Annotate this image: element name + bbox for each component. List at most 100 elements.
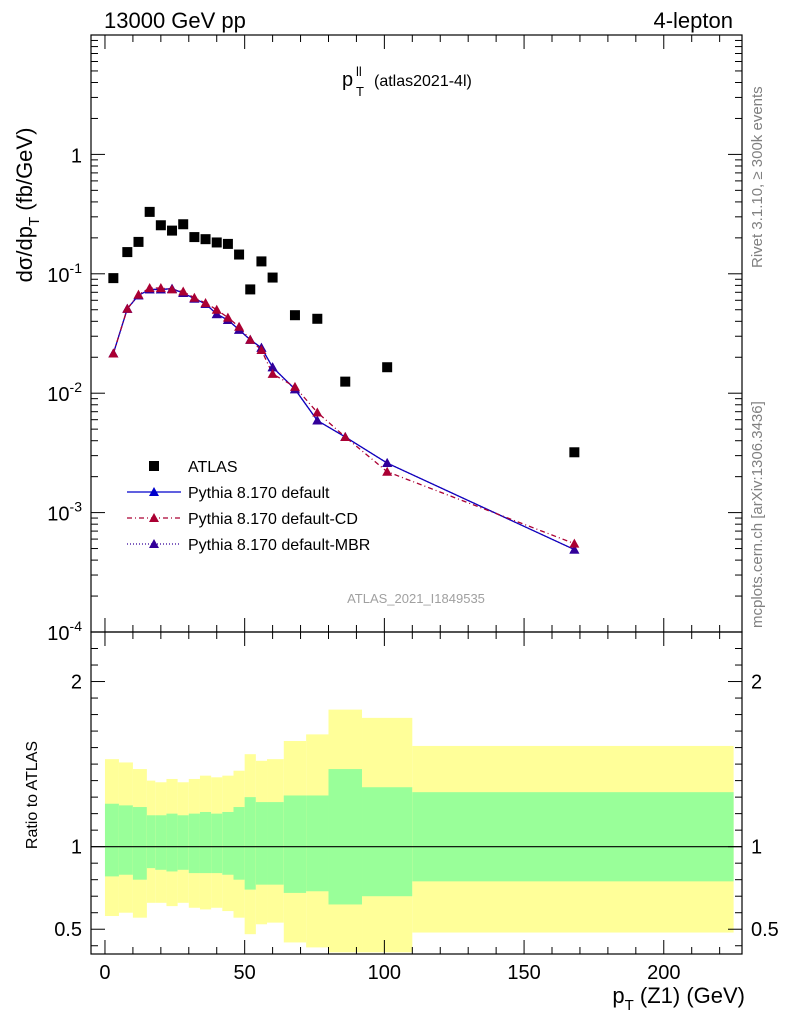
series-2-marker-9 <box>211 304 222 314</box>
ratio-ytick-label: 1 <box>71 837 82 859</box>
axis-ticks: 10-4 10-3 10-2 10-1 1 0 50 100 150 200 0.5 0.5 1 1 2 2 <box>47 35 779 984</box>
svg-text:pT (Z1) (GeV): pT (Z1) (GeV) <box>612 983 745 1014</box>
legend-item-data: ATLAS <box>149 459 238 476</box>
series-2-marker-7 <box>189 292 200 302</box>
data-point-2 <box>133 236 144 247</box>
series-2-marker-1 <box>122 303 133 313</box>
ratio-ytick-label-right: 2 <box>751 672 762 694</box>
data-point-0 <box>108 273 119 284</box>
legend-item-cd: Pythia 8.170 default-CD <box>127 511 358 528</box>
legend: ATLAS Pythia 8.170 default Pythia 8.170 de… <box>127 459 370 554</box>
legend-marker-cd <box>149 513 159 522</box>
data-point-18 <box>382 362 393 373</box>
xtick-label: 50 <box>234 962 256 984</box>
ratio-band-inner-15 <box>283 795 307 893</box>
ratio-band-inner-17 <box>328 769 363 905</box>
data-point-15 <box>289 310 300 321</box>
series-2-marker-19 <box>569 538 580 548</box>
main-ytick-label: 10-3 <box>47 499 82 526</box>
data-series <box>108 206 580 554</box>
ratio-band-inner-11 <box>233 807 245 880</box>
series-2-marker-17 <box>340 431 351 441</box>
ratio-ytick-label-right: 0.5 <box>751 919 779 941</box>
ratio-band-inner-19 <box>412 792 734 882</box>
legend-marker-default <box>149 487 159 496</box>
series-2-marker-3 <box>144 283 155 293</box>
ratio-band-inner-12 <box>244 797 256 890</box>
legend-item-mbr: Pythia 8.170 default-MBR <box>127 537 370 554</box>
series-2-marker-0 <box>108 348 119 358</box>
ratio-band-inner-7 <box>188 813 200 874</box>
data-point-6 <box>178 219 189 230</box>
ratio-band-inner-0 <box>104 803 119 877</box>
ratio-ytick-label-right: 1 <box>751 837 762 859</box>
ratio-band-inner-2 <box>132 807 147 880</box>
series-2-marker-8 <box>200 297 211 307</box>
xtick-label: 150 <box>507 962 540 984</box>
ratio-band-inner-3 <box>146 815 156 869</box>
header-right-label: 4-lepton <box>653 8 733 33</box>
legend-label-mbr: Pythia 8.170 default-MBR <box>188 537 370 554</box>
ratio-band-inner-6 <box>177 815 189 870</box>
data-point-4 <box>155 220 166 231</box>
data-point-12 <box>245 284 256 295</box>
rivet-label: Rivet 3.1.10, ≥ 300k events <box>749 86 766 268</box>
ratio-uncertainty-bands <box>91 709 742 953</box>
data-point-3 <box>144 206 155 217</box>
y-axis-title-main: dσ/dpT (fb/GeV) <box>12 128 43 283</box>
ratio-band-inner-1 <box>118 805 133 875</box>
ratio-band-inner-14 <box>267 802 284 885</box>
series-2-marker-13 <box>256 345 267 355</box>
svg-text:dσ/dpT (fb/GeV): dσ/dpT (fb/GeV) <box>12 128 43 283</box>
ratio-band-inner-5 <box>166 813 178 872</box>
series-3-marker-14 <box>267 362 278 372</box>
ratio-band-inner-8 <box>199 811 212 874</box>
xtick-label: 200 <box>647 962 680 984</box>
ratio-band-inner-18 <box>362 787 413 897</box>
plot-title: p ll T (atlas2021-4l) <box>342 64 472 99</box>
series-2-marker-18 <box>382 466 393 476</box>
series-2-marker-12 <box>245 334 256 344</box>
plot-title-sub: T <box>356 84 364 99</box>
series-2-marker-15 <box>289 381 300 391</box>
xtick-label: 100 <box>368 962 401 984</box>
legend-marker-data <box>149 461 159 471</box>
series-line-2 <box>112 287 575 545</box>
series-2-marker-10 <box>222 312 233 322</box>
main-ytick-label: 1 <box>71 145 82 167</box>
data-point-13 <box>256 256 267 267</box>
header-left-label: 13000 GeV pp <box>104 8 246 33</box>
data-point-16 <box>312 313 323 324</box>
ratio-band-inner-10 <box>222 811 234 875</box>
x-axis-title: pT (Z1) (GeV) <box>612 983 745 1014</box>
data-point-5 <box>167 225 178 236</box>
ratio-band-inner-16 <box>306 795 329 892</box>
series-2-marker-16 <box>312 407 323 417</box>
mcplots-label: mcplots.cern.ch [arXiv:1306.3436] <box>749 401 766 628</box>
data-point-14 <box>267 272 278 283</box>
data-point-11 <box>234 249 245 260</box>
plot-title-tag: (atlas2021-4l) <box>374 73 472 90</box>
data-point-10 <box>222 238 233 249</box>
ratio-ytick-label: 2 <box>71 672 82 694</box>
series-2-marker-4 <box>155 283 166 293</box>
analysis-watermark: ATLAS_2021_I1849535 <box>347 591 485 606</box>
ratio-band-inner-4 <box>155 815 167 870</box>
data-point-17 <box>340 376 351 387</box>
data-point-9 <box>211 237 222 248</box>
ratio-y-axis-title: Ratio to ATLAS <box>24 741 41 849</box>
series-2-marker-14 <box>267 368 278 378</box>
legend-label-cd: Pythia 8.170 default-CD <box>188 511 358 528</box>
series-2-marker-5 <box>167 284 178 294</box>
plot-title-sup: ll <box>356 64 362 79</box>
xtick-label: 0 <box>99 962 110 984</box>
legend-marker-mbr <box>149 539 159 548</box>
legend-item-default: Pythia 8.170 default <box>127 485 330 502</box>
plot-title-main: p <box>342 69 353 91</box>
ratio-panel-frame <box>90 631 743 955</box>
ratio-band-inner-13 <box>255 802 268 885</box>
series-3-marker-18 <box>382 458 393 468</box>
data-point-8 <box>200 234 211 245</box>
ratio-ytick-label: 0.5 <box>54 919 82 941</box>
